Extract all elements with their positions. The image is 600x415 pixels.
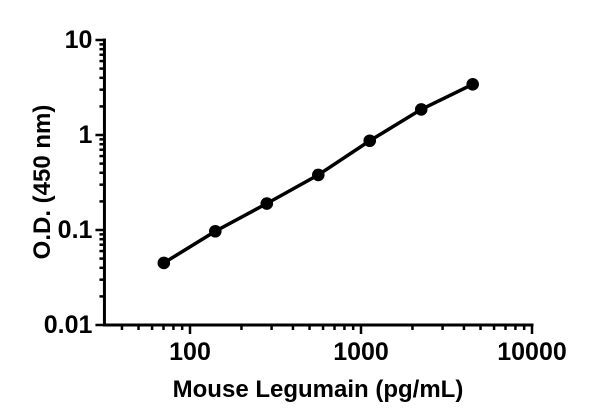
y-tick-label: 0.01 [44, 311, 93, 339]
x-tick-label: 100 [169, 338, 211, 366]
x-axis-title: Mouse Legumain (pg/mL) [173, 376, 464, 403]
data-series-layer [157, 77, 479, 270]
data-point-marker [157, 256, 171, 270]
data-point-marker [311, 168, 325, 182]
tick-labels-layer: 100 1000 10000 10 1 0.1 0.01 [44, 26, 567, 366]
data-point-marker [363, 134, 377, 148]
y-tick-label: 0.1 [58, 216, 93, 244]
x-tick-label: 1000 [333, 338, 389, 366]
data-point-marker [466, 77, 479, 91]
data-point-marker [260, 197, 274, 210]
x-tick-label: 10000 [497, 338, 567, 366]
axes-layer [95, 38, 534, 334]
data-point-marker [414, 103, 428, 116]
data-point-marker [209, 224, 222, 238]
y-axis-title: O.D. (450 nm) [29, 105, 56, 260]
y-tick-label: 1 [79, 121, 93, 149]
y-tick-label: 10 [65, 26, 93, 54]
